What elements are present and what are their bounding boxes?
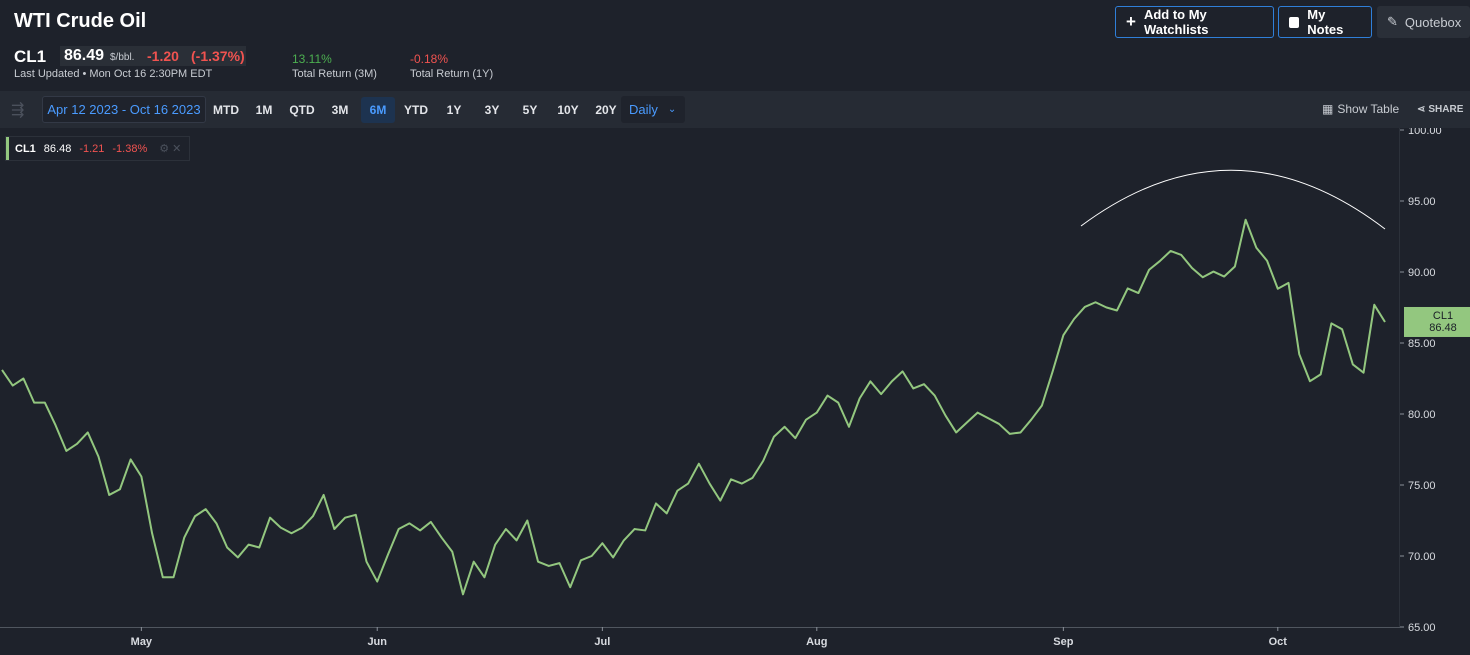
period-button[interactable]: 3M (331, 103, 349, 117)
x-tick-label: Jul (594, 636, 610, 648)
price: 86.49 (64, 47, 105, 64)
y-tick-label: 70.00 (1408, 551, 1436, 563)
interval-select[interactable]: Daily ⌄ (621, 96, 685, 123)
period-button[interactable]: 1Y (446, 103, 462, 117)
plus-icon: + (1126, 12, 1136, 31)
x-tick-label: May (131, 636, 153, 648)
last-updated: Last Updated • Mon Oct 16 2:30PM EDT (14, 68, 213, 80)
price-tag-symbol: CL1 (1433, 310, 1453, 322)
y-tick-label: 85.00 (1408, 338, 1436, 350)
period-buttons: MTD1MQTD3M6MYTD1Y3Y5Y10Y20YALL (209, 97, 661, 123)
y-tick-label: 65.00 (1408, 622, 1436, 634)
price-highlight (60, 46, 246, 66)
table-icon: ▦ (1322, 102, 1334, 116)
y-tick-label: 100.00 (1408, 128, 1442, 137)
x-tick-label: Aug (806, 636, 827, 648)
x-tick-label: Oct (1269, 636, 1288, 648)
period-button[interactable]: YTD (404, 103, 428, 117)
menu-icon[interactable]: ⇶ (11, 102, 25, 119)
share[interactable]: ⋖ SHARE (1417, 104, 1463, 115)
y-tick-label: 80.00 (1408, 409, 1436, 421)
return-value: -0.18% (410, 52, 449, 66)
pencil-icon: ✎ (1387, 14, 1398, 29)
change-pct: (-1.37%) (191, 48, 245, 64)
date-range[interactable]: Apr 12 2023 - Oct 16 2023 (42, 96, 206, 123)
annotation-arc (1080, 169, 1386, 230)
price-tag (1404, 306, 1470, 337)
legend-change: -1.21 (79, 142, 105, 155)
share-icon: ⋖ (1417, 104, 1426, 115)
y-tick-label: 90.00 (1408, 267, 1436, 279)
return-label: Total Return (3M) (292, 68, 377, 80)
period-button[interactable]: 1M (255, 103, 273, 117)
period-button[interactable]: QTD (289, 103, 315, 117)
show-table-label: Show Table (1337, 102, 1400, 116)
chart-legend: CL1 86.48 -1.21 -1.38% ⚙ ✕ (5, 136, 190, 161)
chart: 65.00 70.00 75.00 80.00 85.00 90.00 95.00 100.0… (0, 128, 1470, 648)
show-table[interactable]: ▦ Show Table (1322, 102, 1399, 116)
quotebox-button[interactable]: ✎ Quotebox (1377, 6, 1470, 38)
legend-name: CL1 (15, 142, 36, 155)
price-line (1, 218, 1386, 596)
period-button[interactable]: 6M (361, 97, 395, 123)
symbol: CL1 (14, 47, 47, 66)
y-tick-label: 95.00 (1408, 196, 1436, 208)
legend-change-pct: -1.38% (112, 142, 148, 155)
legend-swatch (6, 137, 9, 160)
toolbar: ⇶ Apr 12 2023 - Oct 16 2023 MTD 1M QTD 3M 6M… (0, 91, 1470, 128)
chevron: ⌄ (667, 104, 677, 115)
period-button[interactable]: 5Y (522, 103, 538, 117)
change: -1.20 (147, 48, 179, 64)
note-icon (1289, 16, 1300, 28)
watchlist-button[interactable]: + Add to My Watchlists (1115, 6, 1274, 38)
interval: Daily (629, 102, 658, 117)
x-tick-label: Jun (367, 636, 387, 648)
x-tick-label: Sep (1053, 636, 1073, 648)
period-button[interactable]: MTD (213, 103, 239, 117)
unit: $/bbl. (110, 52, 135, 63)
notes-button[interactable]: My Notes (1278, 6, 1372, 38)
legend-actions[interactable]: ⚙ ✕ (159, 143, 182, 155)
button-label: My Notes (1307, 7, 1344, 37)
period-button[interactable]: 3Y (484, 103, 500, 117)
period-button[interactable]: 10Y (557, 103, 579, 117)
button-label: Quotebox (1404, 14, 1462, 30)
legend-value: 86.48 (43, 142, 72, 155)
button-label: Add to My Watchlists (1143, 7, 1209, 37)
price-tag-value: 86.48 (1429, 322, 1457, 334)
period-button[interactable]: 20Y (595, 103, 617, 117)
return-label: Total Return (1Y) (410, 68, 494, 80)
share-label: SHARE (1428, 104, 1464, 115)
y-tick-label: 75.00 (1408, 480, 1436, 492)
title: WTI Crude Oil (14, 10, 147, 32)
return-value: 13.11% (292, 52, 332, 66)
